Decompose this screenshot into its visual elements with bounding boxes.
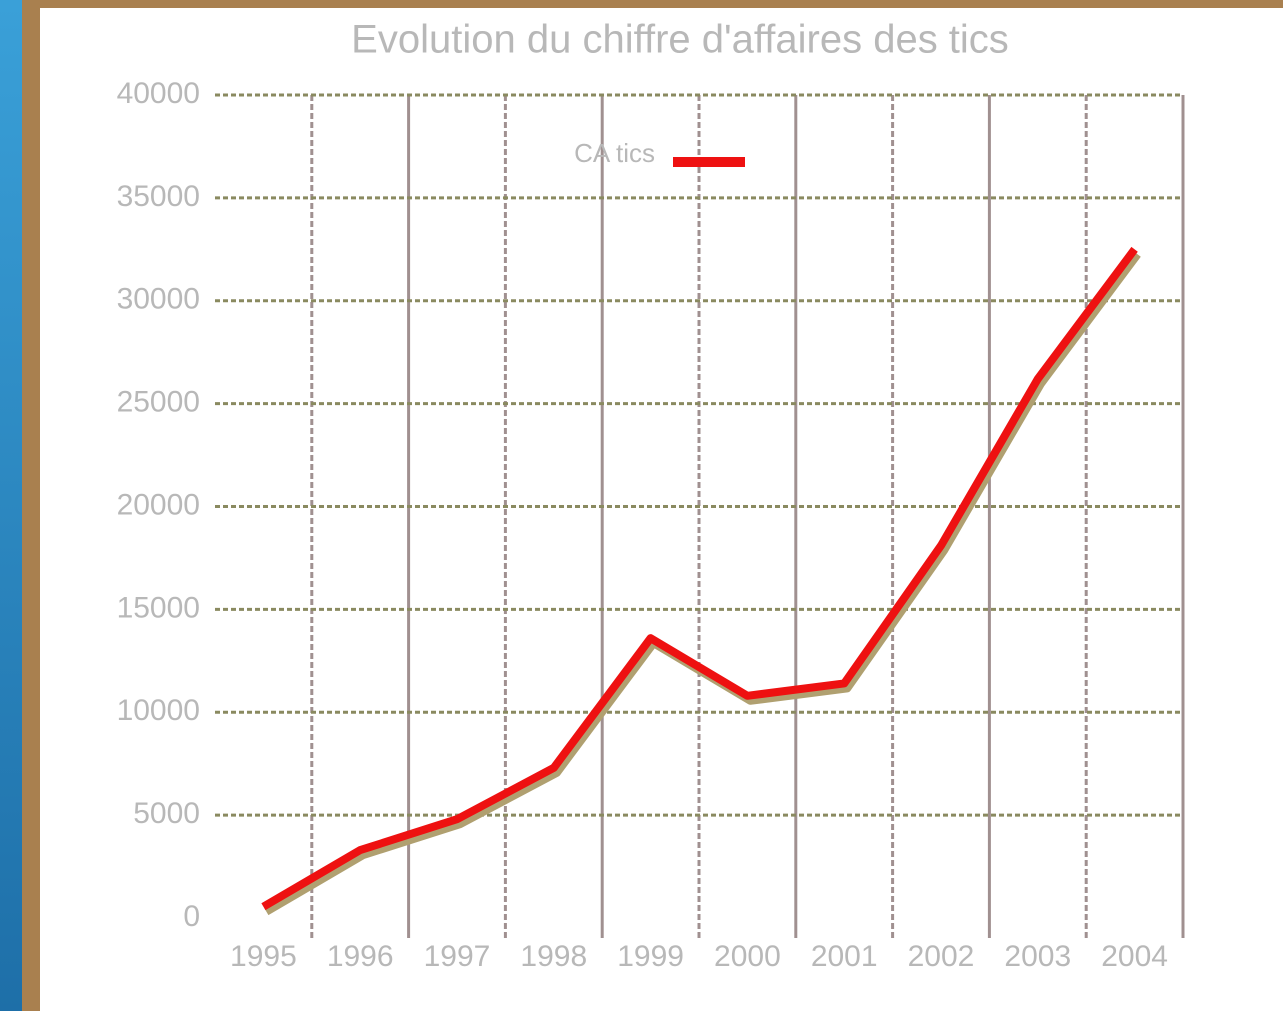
desktop-edge xyxy=(0,0,22,1011)
y-tick-label: 35000 xyxy=(117,180,200,213)
y-tick-label: 0 xyxy=(183,900,200,933)
y-tick-label: 15000 xyxy=(117,591,200,624)
y-tick-label: 10000 xyxy=(117,694,200,727)
chart-title: Evolution du chiffre d'affaires des tics xyxy=(351,18,1009,62)
chart-background xyxy=(40,8,1283,1011)
legend-label: CA tics xyxy=(574,138,655,168)
y-tick-label: 40000 xyxy=(117,77,200,110)
x-tick-label: 2002 xyxy=(908,940,975,973)
x-tick-label: 2000 xyxy=(714,940,781,973)
y-tick-label: 30000 xyxy=(117,283,200,316)
x-tick-label: 1999 xyxy=(617,940,684,973)
data-line xyxy=(261,246,1138,911)
x-tick-label: 2003 xyxy=(1004,940,1071,973)
y-tick-label: 5000 xyxy=(133,797,200,830)
x-tick-label: 2001 xyxy=(811,940,878,973)
x-tick-label: 1996 xyxy=(327,940,394,973)
y-tick-label: 25000 xyxy=(117,386,200,419)
chart: Evolution du chiffre d'affaires des tics… xyxy=(40,8,1283,1011)
x-tick-label: 2004 xyxy=(1101,940,1168,973)
x-tick-label: 1998 xyxy=(520,940,587,973)
y-tick-label: 20000 xyxy=(117,488,200,521)
x-tick-label: 1997 xyxy=(424,940,491,973)
x-tick-label: 1995 xyxy=(230,940,297,973)
